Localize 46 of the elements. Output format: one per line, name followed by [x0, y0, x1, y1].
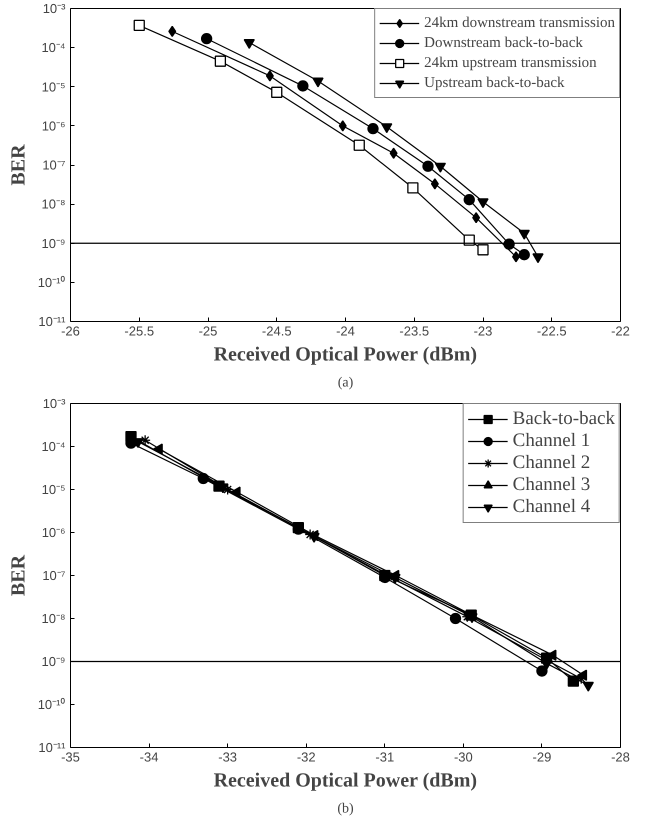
x-tick-label: -28: [611, 750, 630, 764]
legend-label: 24km upstream transmission: [424, 54, 597, 72]
legend-label: Upstream back-to-back: [424, 74, 565, 92]
y-tick-label: 10⁻⁶: [42, 118, 66, 134]
y-tick-label: 10⁻⁶: [42, 525, 66, 540]
x-tick-label: -32: [296, 750, 316, 764]
x-tick-label: -25.5: [124, 324, 154, 338]
x-tick-label: -29: [532, 750, 552, 764]
x-tick-label: -25: [198, 324, 218, 338]
y-tick-label: 10⁻⁷: [42, 158, 66, 172]
x-axis-title: Received Optical Power (dBm): [214, 770, 478, 792]
text: (a): [338, 376, 354, 390]
x-tick-label: -22: [611, 324, 630, 338]
y-tick-label: 10⁻⁷: [42, 568, 66, 583]
y-tick-label: 10⁻¹⁰: [38, 274, 66, 290]
y-axis-title: BER: [8, 144, 30, 186]
x-tick-label: -24: [336, 324, 355, 338]
legend-label: 24km downstream transmission: [424, 14, 615, 32]
x-tick-label: -30: [454, 750, 473, 764]
y-tick-label: 10⁻⁸: [42, 611, 66, 626]
legend-label: Channel 4: [512, 496, 590, 518]
y-tick-label: 10⁻⁸: [42, 196, 66, 212]
legend-label: Channel 2: [512, 452, 590, 474]
y-tick-label: 10⁻¹⁰: [38, 697, 66, 712]
y-tick-label: 10⁻⁵: [42, 79, 66, 94]
x-tick-label: -22.5: [536, 324, 567, 338]
legend-label: Channel 1: [512, 430, 590, 452]
x-tick-label: -23.5: [399, 324, 430, 338]
y-tick-label: 10⁻³: [42, 1, 66, 16]
legend-label: Downstream back-to-back: [424, 34, 583, 52]
x-tick-label: -23: [474, 324, 492, 338]
legend-label: Channel 3: [512, 474, 590, 496]
x-tick-label: -24.5: [262, 324, 292, 338]
y-tick-label: 10⁻⁴: [41, 439, 66, 454]
y-axis-title: BER: [8, 554, 30, 596]
legend-label: Back-to-back: [512, 408, 615, 430]
x-tick-label: -33: [218, 750, 238, 764]
x-axis-title: Received Optical Power (dBm): [214, 344, 478, 366]
y-tick-label: 10⁻⁹: [41, 236, 66, 251]
y-tick-label: 10⁻³: [42, 396, 66, 411]
x-tick-label: -34: [140, 750, 158, 764]
y-tick-label: 10⁻⁵: [42, 482, 66, 497]
y-tick-label: 10⁻⁹: [41, 654, 66, 669]
y-tick-label: 10⁻⁴: [41, 40, 66, 56]
text: (b): [337, 802, 354, 816]
x-tick-label: -31: [375, 750, 394, 764]
